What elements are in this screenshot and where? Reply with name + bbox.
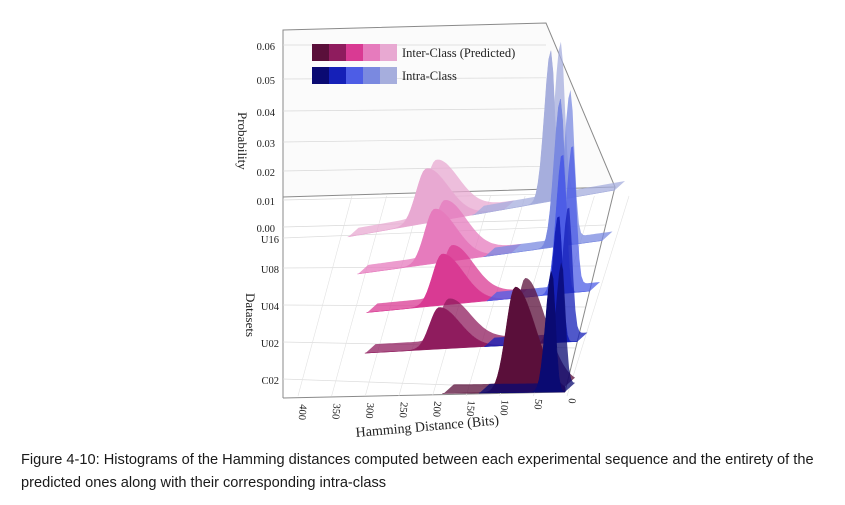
legend-swatch <box>363 67 380 84</box>
x-tick-label: 400 <box>296 404 308 421</box>
ridge-top <box>365 298 524 354</box>
legend-swatch <box>363 44 380 61</box>
x-tick-label: 0 <box>566 398 577 404</box>
figure-caption: Figure 4-10: Histograms of the Hamming d… <box>21 452 814 491</box>
x-gridline <box>566 195 630 397</box>
inter-class-ridge-u08 <box>357 208 512 275</box>
ridge-top <box>358 200 522 274</box>
dataset-tick-label: U04 <box>261 302 280 313</box>
x-tick-label: 200 <box>430 401 442 418</box>
dataset-tick-label: U08 <box>261 265 279 276</box>
legend-swatch <box>380 67 397 84</box>
legend-swatch <box>380 44 397 61</box>
legend-label-intra: Intra-Class <box>402 69 457 83</box>
legend-swatch <box>329 67 346 84</box>
x-tick-label: 150 <box>464 400 476 417</box>
ridge-top <box>348 159 515 237</box>
intra-class-ridge-c02 <box>478 271 566 394</box>
dataset-tick-label: U16 <box>261 235 279 246</box>
floor-front-edge <box>282 391 566 399</box>
x-tick-label: 50 <box>531 398 543 409</box>
intra-class-ridge-u16 <box>472 50 616 216</box>
dataset-axis-label: Datasets <box>243 293 258 337</box>
x-tick-label: 350 <box>329 403 341 420</box>
ridge-top <box>484 207 588 347</box>
z-gridline <box>282 165 547 172</box>
z-tick-label: 0.04 <box>257 108 276 119</box>
x-gridline <box>364 195 422 397</box>
z-tick-label: 0.00 <box>257 224 275 235</box>
dataset-ticks: C02 U02 U04 U08 U16 <box>261 235 280 387</box>
legend-swatch <box>312 44 329 61</box>
probability-ticks: 0.00 0.01 0.02 0.03 0.04 0.05 0.06 <box>257 42 276 235</box>
legend-swatch <box>312 67 329 84</box>
histogram-3d-chart: Inter-Class (Predicted) Intra-Class 0.00… <box>235 22 630 440</box>
ridge-series <box>347 41 625 394</box>
z-tick-label: 0.03 <box>257 139 275 150</box>
x-tick-label: 100 <box>497 399 509 416</box>
x-gridline <box>297 195 353 397</box>
legend-swatch <box>346 44 363 61</box>
z-tick-label: 0.05 <box>257 76 275 87</box>
legend-swatch <box>346 67 363 84</box>
z-axis-label: Probability <box>235 112 250 170</box>
intra-class-ridge-u08 <box>483 98 603 258</box>
legend: Inter-Class (Predicted) Intra-Class <box>312 44 515 84</box>
z-gridline <box>282 138 547 143</box>
legend-label-inter: Inter-Class (Predicted) <box>402 46 515 60</box>
dataset-tick-label: C02 <box>261 376 279 387</box>
z-tick-label: 0.06 <box>257 42 275 53</box>
z-tick-label: 0.01 <box>257 197 275 208</box>
z-tick-label: 0.02 <box>257 168 275 179</box>
x-axis-label: Hamming Distance (Bits) <box>355 413 500 440</box>
legend-swatch <box>329 44 346 61</box>
z-gridline <box>282 108 547 112</box>
x-tick-label: 300 <box>363 402 375 419</box>
x-tick-label: 250 <box>397 401 409 418</box>
hamming-ticks: 0 50 100 150 200 250 300 350 400 <box>296 398 577 421</box>
dataset-tick-label: U02 <box>261 339 279 350</box>
